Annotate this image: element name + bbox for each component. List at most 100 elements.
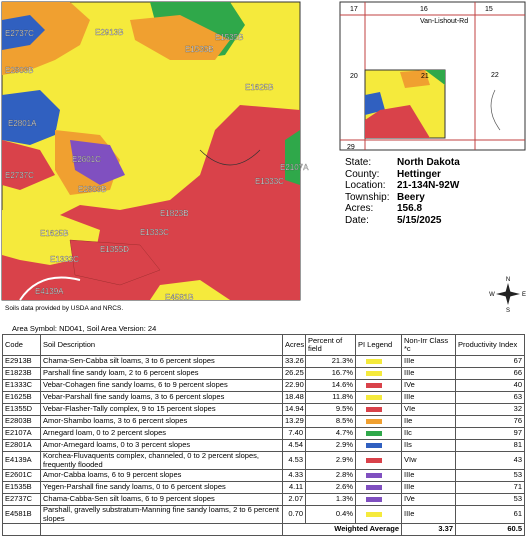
code: E2737C [2, 493, 41, 506]
info-row: County: Hettinger [345, 169, 460, 181]
map-label: E2601C [72, 155, 101, 164]
location-label: 17 [350, 6, 358, 13]
productivity: 43 [455, 451, 525, 470]
legend-cell [355, 439, 402, 452]
percent: 8.5% [305, 415, 356, 428]
map-label: E2801A [8, 119, 37, 128]
percent: 2.8% [305, 469, 356, 482]
description: Korchea-Fluvaquents complex, channeled, … [40, 451, 283, 470]
acres: 22.90 [282, 379, 306, 392]
class: IIe [401, 415, 456, 428]
table-row: E2737C Chama-Cabba-Sen silt loams, 6 to 9… [2, 493, 525, 506]
description: Vebar-Cohagen fine sandy loams, 6 to 9 p… [40, 379, 283, 392]
info-row: Acres: 156.8 [345, 203, 460, 215]
class: IIIe [401, 355, 456, 368]
legend-cell [355, 481, 402, 494]
percent: 2.9% [305, 451, 356, 470]
code: E2803B [2, 415, 41, 428]
weighted-pi: 60.5 [455, 523, 525, 536]
legend-swatch [366, 472, 382, 478]
code: E1333C [2, 379, 41, 392]
percent: 2.6% [305, 481, 356, 494]
class: IIIe [401, 367, 456, 380]
header-row: Code Soil Description Acres Percent of fiel… [2, 334, 525, 356]
info-value: 5/15/2025 [397, 214, 442, 226]
percent: 2.9% [305, 439, 356, 452]
class: IIIe [401, 481, 456, 494]
acres: 14.94 [282, 403, 306, 416]
productivity: 67 [455, 355, 525, 368]
acres: 4.54 [282, 439, 306, 452]
class: IIIe [401, 469, 456, 482]
column-header: Soil Description [40, 334, 283, 356]
percent: 14.6% [305, 379, 356, 392]
code: E1625B [2, 391, 41, 404]
description: Vebar-Parshall fine sandy loams, 3 to 6 … [40, 391, 283, 404]
info-label: Location: [345, 180, 386, 191]
info-row: Location: 21-134N-92W [345, 180, 460, 192]
info-value: North Dakota [397, 157, 460, 168]
table-row: E1625B Vebar-Parshall fine sandy loams, 3… [2, 391, 525, 404]
code: E1823B [2, 367, 41, 380]
source-note: Soils data provided by USDA and NRCS. [5, 305, 124, 312]
map-label: E1355D [100, 245, 129, 254]
map-label: E2107A [280, 163, 309, 172]
acres: 0.70 [282, 505, 306, 524]
legend-swatch [366, 418, 382, 424]
map-label: E1333C [255, 177, 284, 186]
legend-swatch [366, 484, 382, 490]
percent: 9.5% [305, 403, 356, 416]
description: Arnegard loam, 0 to 2 percent slopes [40, 427, 283, 440]
legend-swatch [366, 430, 382, 436]
code: E1535B [2, 481, 41, 494]
blank [2, 523, 41, 536]
code: E2601C [2, 469, 41, 482]
productivity: 32 [455, 403, 525, 416]
legend-swatch [366, 457, 382, 463]
footer-row: Weighted Average 3.37 60.5 [2, 523, 525, 536]
map-label: E4139A [35, 287, 64, 296]
maps: E2737C E1535B E2913B E1535B E2803B E1625B E280… [1, 1, 526, 314]
table-row: E2801A Amor-Arnegard loams, 0 to 3 percen… [2, 439, 525, 452]
legend-cell [355, 379, 402, 392]
legend-cell [355, 493, 402, 506]
acres: 33.26 [282, 355, 306, 368]
productivity: 63 [455, 391, 525, 404]
compass-n: N [506, 277, 510, 283]
legend-cell [355, 451, 402, 470]
location-label: 29 [347, 144, 355, 151]
acres: 7.40 [282, 427, 306, 440]
code: E4581B [2, 505, 41, 524]
location-label: Van-Lishout-Rd [420, 18, 468, 25]
info-value: 156.8 [397, 203, 423, 214]
table-body: E2913B Chama-Sen-Cabba silt loams, 3 to 6… [2, 355, 525, 536]
table-row: E4139A Korchea-Fluvaquents complex, chann… [2, 451, 525, 470]
acres: 18.48 [282, 391, 306, 404]
location-map [339, 1, 526, 151]
class: IVe [401, 493, 456, 506]
legend-cell [355, 427, 402, 440]
percent: 11.8% [305, 391, 356, 404]
info-value: 21-134N-92W [397, 180, 460, 191]
info-value: Beery [397, 191, 425, 203]
legend-swatch [366, 358, 382, 364]
legend-swatch [366, 394, 382, 400]
map-label: E1535B [215, 33, 243, 42]
productivity: 66 [455, 367, 525, 380]
info-label: State: [345, 157, 372, 168]
percent: 1.3% [305, 493, 356, 506]
area-symbol: Area Symbol: ND041, Soil Area Version: 2… [12, 324, 157, 333]
map-labels: E2737C E1535B E2913B E1535B E2803B E1625B E280… [5, 28, 309, 302]
table-row: E2803B Amor-Shambo loams, 3 to 6 percent … [2, 415, 525, 428]
legend-cell [355, 505, 402, 524]
legend-swatch [366, 511, 382, 517]
column-header: Productivity Index [455, 334, 525, 356]
map-label: E1625B [245, 83, 273, 92]
column-header: Non-Irr Class *c [401, 334, 456, 356]
map-label: E2737C [5, 29, 34, 38]
info-row: Township: Beery [345, 192, 460, 204]
map-label: E1535B [185, 45, 213, 54]
weighted-label: Weighted Average [282, 523, 402, 536]
code: E2801A [2, 439, 41, 452]
legend-cell [355, 403, 402, 416]
